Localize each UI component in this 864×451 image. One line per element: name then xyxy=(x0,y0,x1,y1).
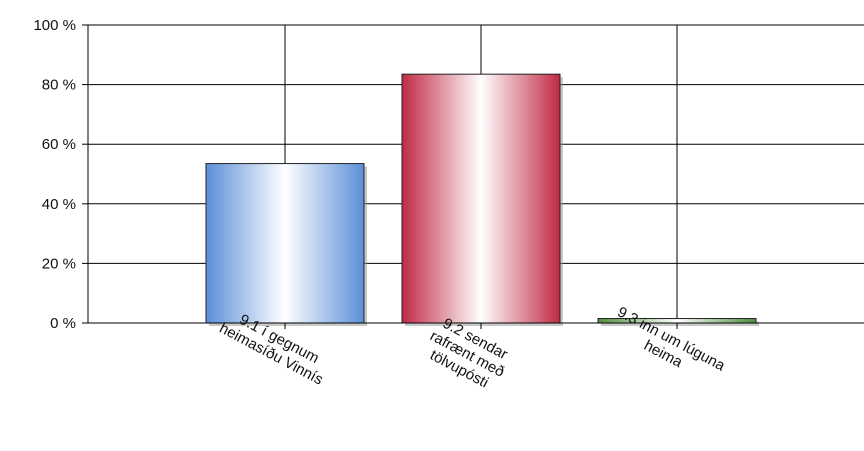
bar-1 xyxy=(205,163,365,324)
y-tick-label: 0 % xyxy=(50,315,76,332)
bars xyxy=(205,73,759,326)
axes xyxy=(82,24,864,329)
y-tick-label: 80 % xyxy=(42,77,76,94)
bar-2 xyxy=(401,73,561,324)
bar-shadow xyxy=(601,321,759,326)
y-tick-label: 100 % xyxy=(33,17,76,34)
y-axis-ticks: 0 % 20 % 40 % 60 % 80 % 100 % xyxy=(33,17,76,332)
y-tick-label: 60 % xyxy=(42,136,76,153)
y-tick-label: 40 % xyxy=(42,196,76,213)
y-tick-label: 20 % xyxy=(42,255,76,272)
